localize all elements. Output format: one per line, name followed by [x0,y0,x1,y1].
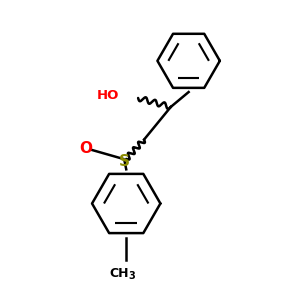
Text: CH: CH [109,267,128,280]
Text: O: O [80,141,93,156]
Text: S: S [118,154,130,169]
Text: HO: HO [96,88,119,101]
Text: 3: 3 [129,271,136,281]
